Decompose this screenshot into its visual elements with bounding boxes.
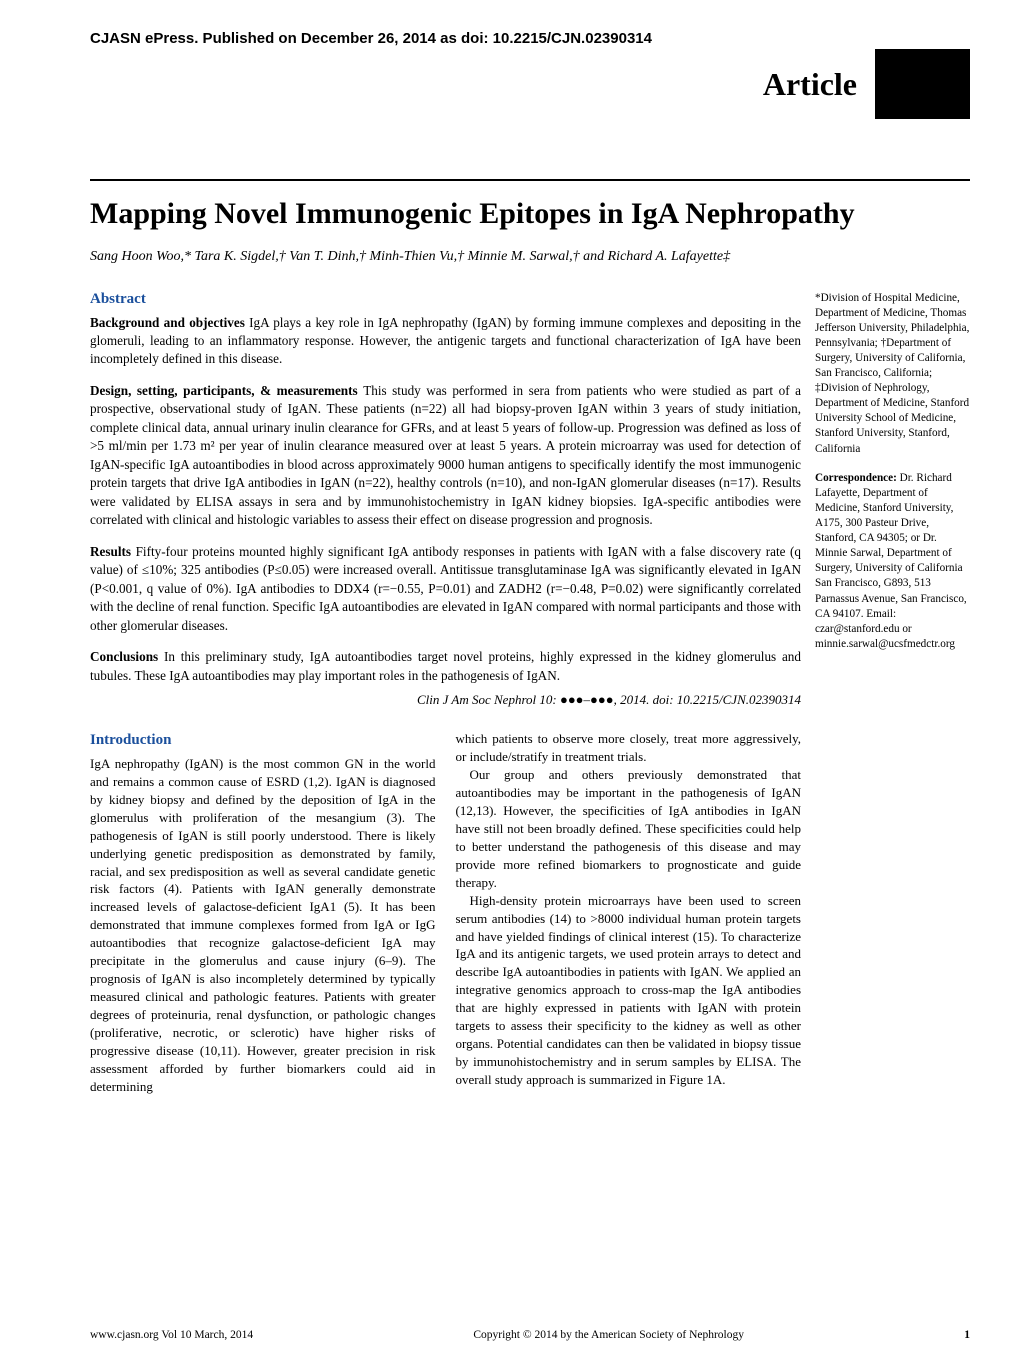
- abstract-results-text: Fifty-four proteins mounted highly signi…: [90, 544, 801, 633]
- abstract-design-label: Design, setting, participants, & measure…: [90, 383, 363, 398]
- page-footer: www.cjasn.org Vol 10 March, 2014 Copyrig…: [90, 1329, 970, 1341]
- introduction-columns: Introduction IgA nephropathy (IgAN) is t…: [90, 730, 801, 1096]
- introduction-heading: Introduction: [90, 730, 436, 751]
- introduction-p3: Our group and others previously demonstr…: [456, 766, 802, 892]
- left-column: Abstract Background and objectives IgA p…: [90, 291, 801, 1096]
- introduction-p2: which patients to observe more closely, …: [456, 730, 802, 766]
- footer-center: Copyright © 2014 by the American Society…: [473, 1329, 744, 1341]
- abstract-conclusions-label: Conclusions: [90, 649, 164, 664]
- footer-left: www.cjasn.org Vol 10 March, 2014: [90, 1329, 253, 1341]
- introduction-p4: High-density protein microarrays have be…: [456, 892, 802, 1089]
- abstract-block: Abstract Background and objectives IgA p…: [90, 291, 801, 709]
- abstract-background-label: Background and objectives: [90, 315, 249, 330]
- abstract-background: Background and objectives IgA plays a ke…: [90, 314, 801, 369]
- introduction-section: Introduction IgA nephropathy (IgAN) is t…: [90, 730, 801, 1096]
- abstract-results-label: Results: [90, 544, 136, 559]
- article-title: Mapping Novel Immunogenic Epitopes in Ig…: [90, 179, 970, 233]
- abstract-design: Design, setting, participants, & measure…: [90, 382, 801, 530]
- abstract-conclusions: Conclusions In this preliminary study, I…: [90, 648, 801, 685]
- correspondence-text: Dr. Richard Lafayette, Department of Med…: [815, 472, 967, 650]
- footer-page-number: 1: [964, 1329, 970, 1341]
- correspondence-label: Correspondence:: [815, 472, 897, 484]
- abstract-results: Results Fifty-four proteins mounted high…: [90, 543, 801, 635]
- sidebar-column: *Division of Hospital Medicine, Departme…: [815, 291, 970, 1096]
- article-banner: Article: [90, 49, 970, 119]
- abstract-conclusions-text: In this preliminary study, IgA autoantib…: [90, 649, 801, 682]
- epress-header: CJASN ePress. Published on December 26, …: [90, 30, 970, 47]
- banner-black-box: [875, 49, 970, 119]
- introduction-p1: IgA nephropathy (IgAN) is the most commo…: [90, 755, 436, 1096]
- abstract-heading: Abstract: [90, 291, 801, 308]
- author-list: Sang Hoon Woo,* Tara K. Sigdel,† Van T. …: [90, 249, 970, 265]
- main-content-area: Abstract Background and objectives IgA p…: [90, 291, 970, 1096]
- correspondence-block: Correspondence: Dr. Richard Lafayette, D…: [815, 471, 970, 652]
- article-label: Article: [763, 66, 875, 103]
- abstract-design-text: This study was performed in sera from pa…: [90, 383, 801, 527]
- affiliations-block: *Division of Hospital Medicine, Departme…: [815, 291, 970, 457]
- abstract-citation: Clin J Am Soc Nephrol 10: ●●●–●●●, 2014.…: [90, 692, 801, 708]
